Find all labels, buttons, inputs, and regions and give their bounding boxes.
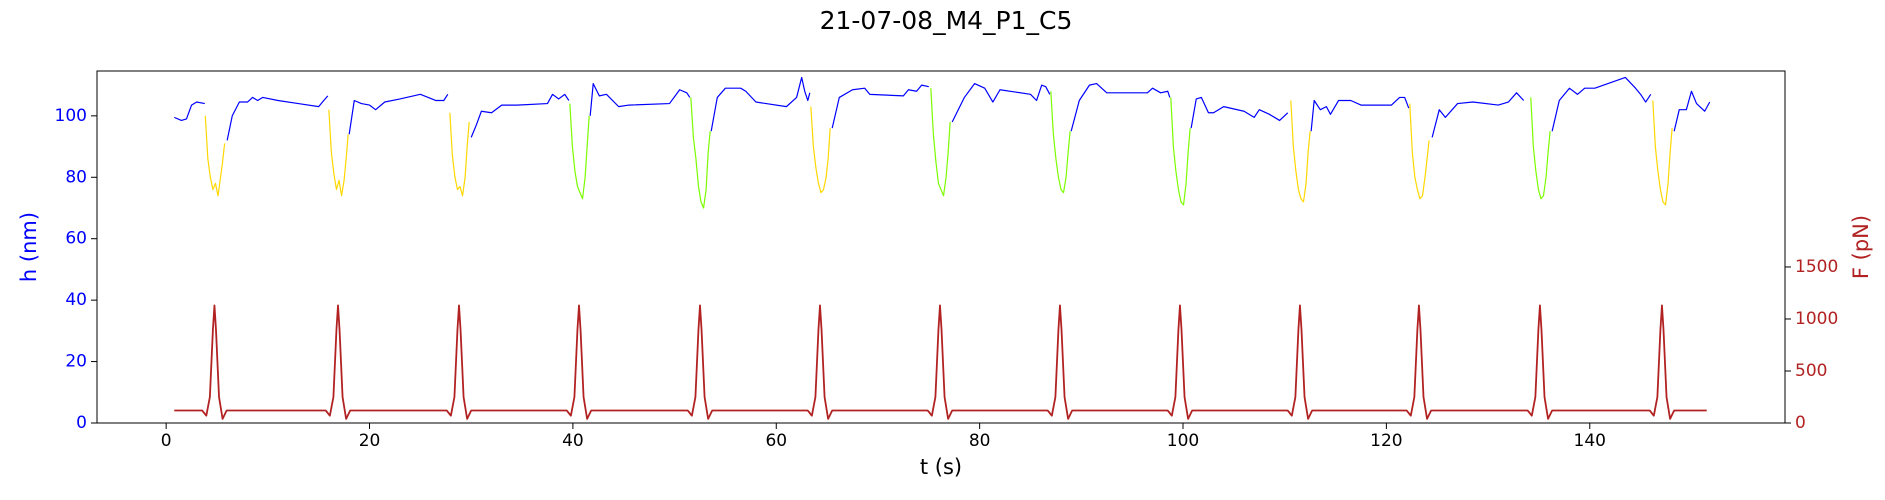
data-line [449,112,470,197]
x-tick-label: 40 [562,431,584,451]
data-line [1652,100,1673,206]
y-tick-label: 40 [65,290,87,310]
data-line [328,109,349,197]
data-line [1409,103,1430,200]
data-line [1170,97,1191,206]
data-line [1530,97,1551,200]
x-axis-label: t (s) [920,455,962,479]
data-line [930,88,951,197]
y2-tick-label: 0 [1795,413,1806,433]
x-tick-label: 60 [765,431,787,451]
data-line [1290,100,1311,203]
x-tick-label: 20 [359,431,381,451]
y-tick-label: 0 [76,413,87,433]
plot-frame [96,70,1786,424]
y-tick-label: 20 [65,352,87,372]
data-line [174,304,1707,420]
data-line [174,76,1711,141]
x-tick-label: 80 [969,431,991,451]
data-line [569,103,590,200]
y-tick-label: 80 [65,167,87,187]
y-tick-label: 60 [65,229,87,249]
y-tick-label: 100 [55,106,87,126]
data-line [810,106,831,194]
y2-axis-label: F (pN) [1849,215,1873,279]
x-tick-label: 0 [161,431,172,451]
data-line [1050,91,1071,194]
y2-tick-label: 1500 [1795,257,1838,277]
x-tick-label: 140 [1574,431,1606,451]
x-tick-label: 100 [1167,431,1199,451]
data-line [204,115,226,197]
x-tick-label: 120 [1370,431,1402,451]
chart-title: 21-07-08_M4_P1_C5 [820,6,1073,35]
data-line [690,97,711,209]
y2-tick-label: 1000 [1795,309,1838,329]
y-axis-label: h (nm) [17,212,41,282]
y2-tick-label: 500 [1795,361,1827,381]
